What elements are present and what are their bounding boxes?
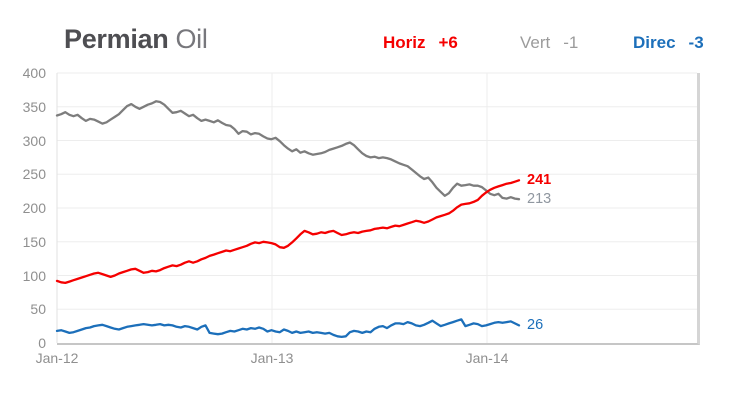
y-axis-tick-label: 50: [30, 301, 46, 318]
series-line-horiz: [55, 179, 521, 285]
legend-vert-value: -1: [563, 33, 579, 52]
legend-direc-name: Direc: [633, 33, 676, 52]
series-line-direc: [55, 318, 521, 339]
legend-item-vert: Vert -1: [520, 33, 578, 53]
x-axis-tick-label: Jan-13: [250, 350, 294, 366]
x-axis-tick-label: Jan-14: [465, 350, 509, 366]
y-axis-tick-label: 100: [22, 267, 46, 284]
series-line-vert: [55, 100, 521, 201]
chart-title: Permian Oil: [64, 24, 208, 55]
data-label-vert: 213: [527, 191, 552, 208]
y-axis-tick-label: 400: [22, 65, 46, 81]
chart-title-secondary: Oil: [175, 24, 208, 54]
y-axis-tick-label: 250: [22, 166, 46, 183]
y-axis-tick-label: 350: [22, 98, 46, 115]
legend-horiz-name: Horiz: [383, 33, 426, 52]
legend-horiz-value: +6: [438, 33, 458, 52]
chart-title-primary: Permian: [64, 24, 169, 54]
y-axis-tick-label: 150: [22, 233, 46, 250]
x-axis-tick-label: Jan-12: [35, 350, 79, 366]
data-label-direc: 26: [527, 317, 544, 334]
legend-item-direc: Direc -3: [633, 33, 704, 53]
plot-area: [57, 73, 700, 345]
y-axis-tick-label: 300: [22, 132, 46, 149]
legend-vert-name: Vert: [520, 33, 551, 52]
legend-item-horiz: Horiz +6: [383, 33, 458, 53]
legend-direc-value: -3: [688, 33, 704, 52]
y-axis-tick-label: 0: [38, 335, 46, 351]
data-label-horiz: 241: [527, 172, 552, 189]
y-axis-tick-label: 200: [22, 200, 46, 216]
